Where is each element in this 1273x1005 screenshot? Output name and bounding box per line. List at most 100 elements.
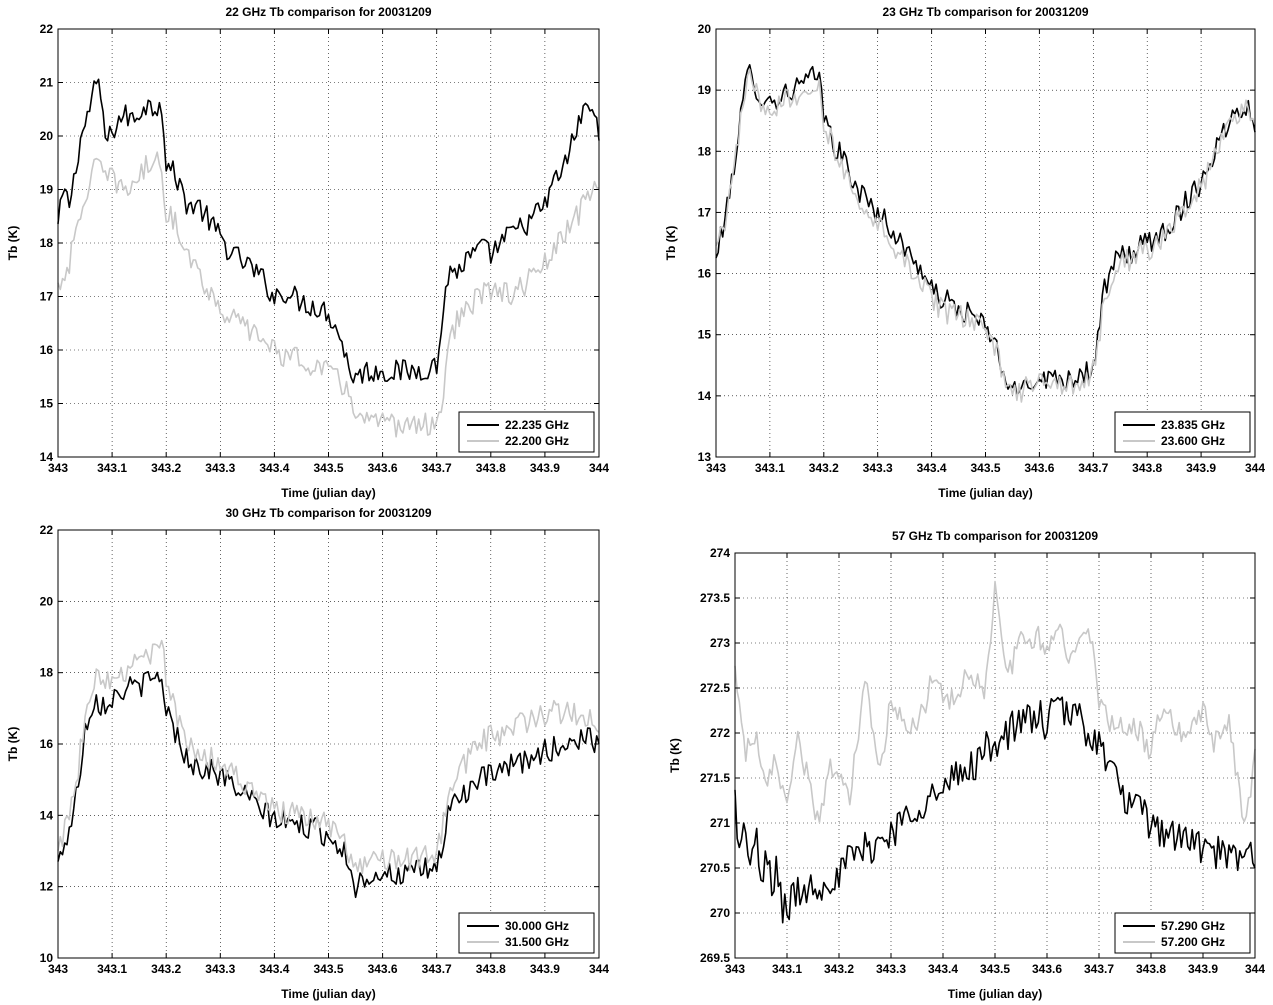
series-line-2 [734,580,1256,824]
y-tick-label: 17 [698,205,712,219]
x-tick-label: 343.2 [151,962,181,976]
x-tick-label: 343.3 [205,962,235,976]
x-tick-label: 344 [589,962,609,976]
x-tick-label: 343.6 [1032,962,1062,976]
y-tick-label: 20 [40,129,54,143]
legend-box [1114,411,1251,453]
x-tick-label: 343.7 [1078,461,1108,475]
x-tick-label: 343.8 [476,962,506,976]
x-tick-label: 343.1 [97,962,127,976]
x-tick-label: 343.1 [772,962,802,976]
legend-label: 31.500 GHz [505,935,569,949]
chart-title: 57 GHz Tb comparison for 20031209 [892,529,1098,543]
x-axis-label: Time (julian day) [281,987,375,1001]
y-tick-label: 13 [698,450,712,464]
x-tick-label: 343 [706,461,726,475]
chart-title: 23 GHz Tb comparison for 20031209 [882,5,1088,19]
x-tick-label: 343.9 [530,461,560,475]
y-tick-label: 273 [710,636,730,650]
x-tick-label: 343.6 [1024,461,1054,475]
series-line-1 [57,670,600,899]
y-tick-label: 270 [710,906,730,920]
legend-box [458,912,595,954]
y-tick-label: 269.5 [700,951,730,965]
x-tick-label: 343.9 [530,962,560,976]
x-tick-label: 344 [1245,461,1265,475]
y-tick-label: 18 [698,144,712,158]
x-tick-label: 343.8 [1132,461,1162,475]
y-tick-label: 14 [40,450,54,464]
y-tick-label: 12 [40,880,54,894]
y-tick-label: 14 [40,808,54,822]
y-tick-label: 17 [40,290,54,304]
y-tick-label: 274 [710,546,730,560]
x-axis-label: Time (julian day) [938,486,1032,500]
y-tick-label: 19 [698,83,712,97]
x-tick-label: 343.6 [368,962,398,976]
x-tick-label: 343.5 [313,461,343,475]
chart-panel-2: 23 GHz Tb comparison for 20031209 343 343.… [664,5,1265,500]
series-line-2 [57,151,600,438]
y-tick-label: 15 [698,328,712,342]
x-tick-label: 343.1 [97,461,127,475]
y-tick-label: 16 [698,267,712,281]
legend-label: 22.200 GHz [505,434,569,448]
x-axis-label: Time (julian day) [281,486,375,500]
y-tick-label: 20 [40,594,54,608]
x-axis-label: Time (julian day) [948,987,1042,1001]
x-tick-label: 343.2 [809,461,839,475]
legend: 23.835 GHz 23.600 GHz [1114,411,1251,453]
y-axis-label: Tb (K) [6,727,20,762]
y-tick-label: 21 [40,76,54,90]
x-tick-label: 343 [725,962,745,976]
y-tick-label: 271 [710,816,730,830]
y-tick-label: 22 [40,22,54,36]
x-tick-label: 343.8 [476,461,506,475]
legend-label: 57.290 GHz [1161,919,1225,933]
y-tick-label: 18 [40,236,54,250]
x-tick-label: 343.7 [422,962,452,976]
x-tick-label: 344 [1245,962,1265,976]
chart-panel-3: 30 GHz Tb comparison for 20031209 343 343.… [6,506,609,1001]
y-tick-label: 10 [40,951,54,965]
y-tick-label: 14 [698,389,712,403]
x-tick-label: 343.3 [205,461,235,475]
legend-box [1114,912,1251,954]
x-tick-label: 343.9 [1186,461,1216,475]
x-tick-label: 344 [589,461,609,475]
y-tick-label: 270.5 [700,861,730,875]
y-tick-label: 15 [40,397,54,411]
x-tick-label: 343.8 [1136,962,1166,976]
legend-label: 22.235 GHz [505,418,569,432]
legend-label: 30.000 GHz [505,919,569,933]
x-tick-label: 343.3 [863,461,893,475]
y-tick-label: 19 [40,183,54,197]
x-tick-label: 343.5 [980,962,1010,976]
x-tick-label: 343.3 [876,962,906,976]
chart-panel-4: 57 GHz Tb comparison for 20031209 343 343.… [668,529,1265,1001]
legend-label: 23.600 GHz [1161,434,1225,448]
chart-title: 22 GHz Tb comparison for 20031209 [225,5,431,19]
chart-title: 30 GHz Tb comparison for 20031209 [225,506,431,520]
x-tick-label: 343.7 [422,461,452,475]
legend: 22.235 GHz 22.200 GHz [458,411,595,453]
x-tick-label: 343.6 [368,461,398,475]
x-tick-label: 343.5 [313,962,343,976]
legend-box [458,411,595,453]
y-axis-label: Tb (K) [664,226,678,261]
x-tick-label: 343.9 [1188,962,1218,976]
x-tick-label: 343 [48,962,68,976]
legend-label: 23.835 GHz [1161,418,1225,432]
series-line-2 [715,68,1256,403]
x-tick-label: 343.4 [928,962,958,976]
x-tick-label: 343 [48,461,68,475]
x-tick-label: 343.4 [259,962,289,976]
x-tick-label: 343.5 [970,461,1000,475]
y-tick-label: 16 [40,737,54,751]
legend: 30.000 GHz 31.500 GHz [458,912,595,954]
x-tick-label: 343.2 [151,461,181,475]
series-line-2 [57,639,600,875]
series-line-1 [57,78,600,384]
x-tick-label: 343.4 [917,461,947,475]
y-tick-label: 272 [710,726,730,740]
